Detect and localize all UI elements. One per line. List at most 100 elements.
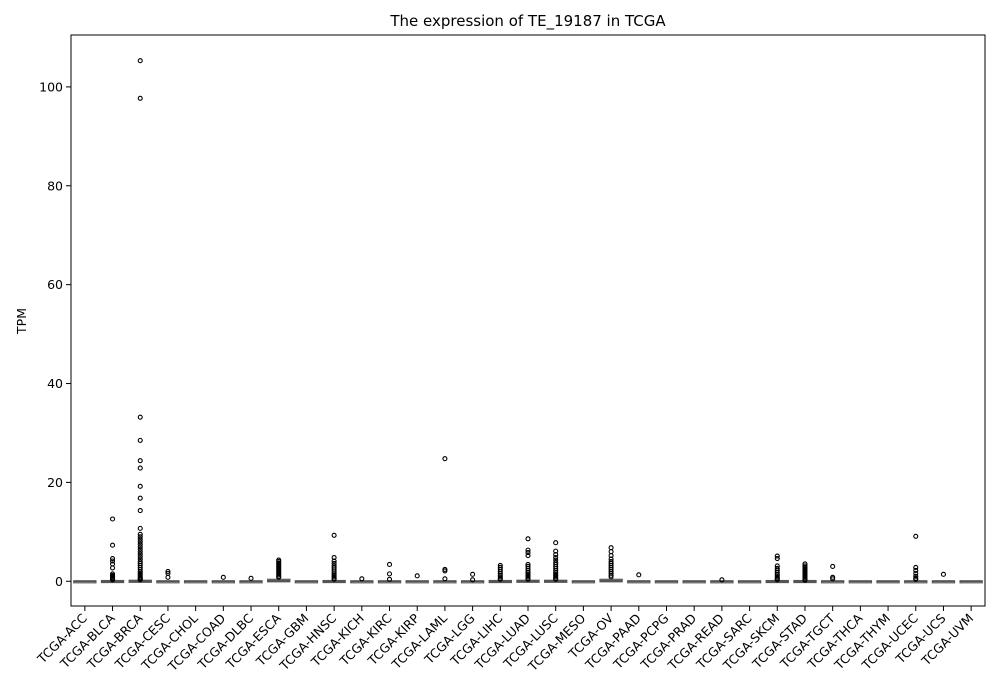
- box-tcga-stad: [793, 561, 817, 584]
- outlier-point: [165, 574, 171, 580]
- y-tick-label: 0: [55, 574, 63, 589]
- box-tcga-gbm: [294, 580, 319, 584]
- outlier-point: [636, 572, 642, 578]
- box-tcga-lusc: [544, 540, 568, 583]
- outlier-point: [608, 545, 614, 551]
- outlier-point: [442, 576, 448, 582]
- outlier-point: [137, 536, 143, 542]
- box-tcga-cesc: [156, 568, 180, 584]
- x-axis: TCGA-ACCTCGA-BLCATCGA-BRCATCGA-CESCTCGA-…: [34, 606, 976, 675]
- box-tcga-esca: [267, 557, 291, 583]
- outlier-point: [525, 550, 531, 556]
- outlier-point: [940, 571, 947, 577]
- y-axis: 0 20 40 60 80 100: [39, 79, 71, 589]
- outlier-point: [165, 568, 171, 574]
- y-tick-label: 100: [39, 79, 63, 94]
- outlier-point: [913, 564, 919, 570]
- box-tcga-pcpg: [654, 580, 679, 584]
- box-tcga-hnsc: [322, 532, 346, 584]
- outlier-point: [137, 554, 143, 560]
- y-tick-label: 60: [47, 277, 63, 292]
- boxes-layer: [73, 58, 983, 584]
- box-tcga-acc: [73, 580, 97, 584]
- outlier-point: [525, 536, 531, 542]
- chart-title: The expression of TE_19187 in TCGA: [389, 12, 666, 31]
- outlier-point: [137, 458, 143, 464]
- outlier-point: [331, 558, 337, 564]
- outlier-point: [913, 576, 919, 582]
- outlier-point: [386, 571, 393, 577]
- outlier-point: [109, 516, 116, 522]
- outlier-point: [553, 540, 559, 546]
- outlier-point: [137, 95, 143, 101]
- outlier-point: [608, 549, 614, 555]
- outlier-point: [137, 525, 143, 531]
- box-tcga-ucs: [931, 571, 956, 584]
- outlier-point: [137, 534, 143, 540]
- outlier-point: [442, 456, 448, 462]
- outlier-point: [137, 539, 143, 545]
- box-tcga-uvm: [959, 580, 983, 584]
- outlier-point: [248, 575, 254, 581]
- outlier-point: [525, 576, 531, 582]
- box-tcga-thym: [876, 580, 900, 584]
- box-tcga-kirc: [377, 561, 402, 584]
- outlier-point: [913, 567, 919, 573]
- outlier-point: [109, 577, 116, 583]
- outlier-point: [331, 576, 337, 582]
- outlier-point: [137, 551, 143, 557]
- outlier-point: [525, 547, 531, 553]
- outlier-point: [386, 561, 393, 568]
- outlier-point: [331, 532, 337, 538]
- outlier-point: [137, 541, 143, 547]
- box-tcga-ucec: [904, 533, 928, 584]
- outlier-point: [525, 553, 531, 559]
- box-tcga-coad: [211, 574, 236, 584]
- outlier-point: [608, 574, 614, 580]
- outlier-point: [553, 555, 559, 561]
- box-tcga-dlbc: [239, 575, 263, 584]
- outlier-point: [276, 574, 282, 580]
- y-axis-label: TPM: [14, 308, 29, 335]
- outlier-point: [137, 508, 143, 514]
- outlier-point: [774, 577, 780, 583]
- box-tcga-kirp: [405, 573, 429, 584]
- outlier-point: [913, 573, 919, 579]
- box-tcga-lihc: [488, 562, 512, 584]
- box-tcga-chol: [183, 580, 208, 584]
- box-tcga-blca: [100, 516, 125, 584]
- outlier-point: [497, 576, 503, 582]
- box-tcga-paad: [627, 572, 651, 584]
- box-tcga-kich: [350, 576, 374, 584]
- box-tcga-read: [710, 577, 734, 584]
- box-tcga-sarc: [737, 580, 762, 584]
- outlier-point: [137, 58, 143, 64]
- outlier-point: [414, 573, 420, 579]
- y-tick-label: 40: [47, 376, 63, 391]
- y-tick-label: 20: [47, 475, 63, 490]
- outlier-point: [553, 552, 559, 558]
- outlier-point: [470, 577, 476, 583]
- outlier-point: [774, 553, 780, 559]
- outlier-point: [137, 483, 143, 489]
- outlier-point: [830, 563, 836, 570]
- box-tcga-thca: [848, 580, 873, 584]
- box-tcga-luad: [516, 536, 540, 583]
- plot-frame: [70, 34, 986, 607]
- outlier-point: [137, 437, 143, 443]
- outlier-point: [386, 576, 393, 582]
- outlier-point: [442, 568, 448, 574]
- outlier-point: [359, 576, 365, 582]
- box-tcga-brca: [128, 58, 152, 583]
- outlier-point: [913, 533, 919, 539]
- box-tcga-tgct: [820, 563, 845, 584]
- outlier-point: [470, 571, 476, 577]
- outlier-point: [137, 465, 143, 471]
- outlier-point: [137, 544, 143, 550]
- outlier-point: [830, 576, 836, 582]
- outlier-point: [109, 555, 116, 562]
- box-tcga-prad: [682, 580, 706, 584]
- box-tcga-skcm: [765, 553, 789, 584]
- outlier-point: [719, 577, 725, 583]
